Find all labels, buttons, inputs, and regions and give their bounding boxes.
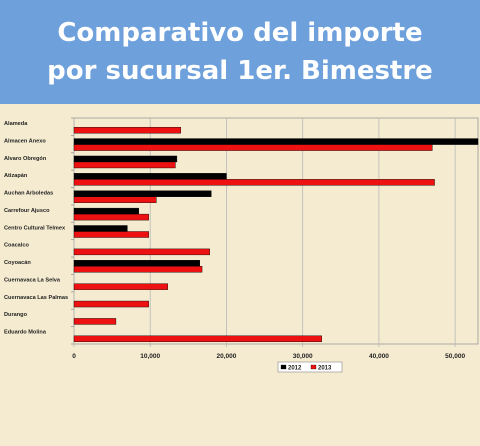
bar-2012-alvaro-obregon [73,155,178,163]
x-tick-label: 30,000 [293,353,313,360]
legend-label-2013: 2013 [318,366,332,372]
bar-2013-alameda [73,126,181,134]
bar-2012-atizapan [73,173,227,180]
category-label-coyoacan: Coyoacán [4,260,31,266]
chart-title-line-2: por sucursal 1er. Bimestre [47,56,433,86]
bar-chart: Alameda Almacen Anexo Alvaro Obregón Atizap… [4,117,479,373]
bar-2013-auchan-arboledas [73,196,157,203]
bar-2012-centro-cultural-telmex [73,225,128,232]
legend-label-2012: 2012 [288,366,302,372]
bar-2013-atizapan [73,179,435,186]
bar-2013-durango [73,318,117,325]
category-label-cuernavaca-las-palmas: Cuernavaca Las Palmas [4,295,68,301]
chart-area: Alameda Almacen Anexo Alvaro Obregón Atizap… [0,104,480,441]
bar-2013-almacen-anexo [73,144,433,151]
category-label-alameda: Alameda [4,121,28,127]
bar-2013-cuernavaca-las-palmas [73,300,149,308]
category-label-auchan-arboledas: Auchan Arboledas [4,191,53,197]
category-label-carrefour-ajusco: Carrefour Ajusco [4,208,50,214]
x-tick-label: 40,000 [369,353,389,360]
category-labels: Alameda Almacen Anexo Alvaro Obregón Atizap… [4,121,68,336]
category-label-durango: Durango [4,312,28,318]
bar-2013-eduardo-molina [73,335,322,343]
bar-2012-auchan-arboledas [73,190,212,197]
bar-2013-coacalco [73,248,210,256]
category-label-coacalco: Coacalco [4,243,29,249]
x-tick-label: 20,000 [217,353,237,360]
x-axis-ticks: 0 10,000 20,000 30,000 40,000 50,000 [72,353,465,360]
bar-2012-carrefour-ajusco [73,207,139,215]
x-tick-label: 50,000 [445,353,465,360]
x-tick-label: 0 [72,353,76,360]
category-label-eduardo-molina: Eduardo Molina [4,330,47,336]
bar-2013-carrefour-ajusco [73,213,149,221]
category-label-almacen-anexo: Almacen Anexo [4,138,46,144]
bar-2012-almacen-anexo [73,138,479,145]
x-tick-label: 10,000 [140,353,160,360]
legend-swatch-2012 [280,364,287,370]
legend-swatch-2013 [310,364,317,370]
legend: 2012 2013 [277,361,343,373]
category-label-atizapan: Atizapán [4,173,28,179]
bar-layer [73,126,479,343]
chart-title: Comparativo del importe por sucursal 1er… [0,14,480,90]
bar-2012-coyoacan [73,260,200,267]
plot-frame [73,117,479,345]
category-label-alvaro-obregon: Alvaro Obregón [4,156,47,162]
bar-2013-coyoacan [73,266,203,273]
title-banner [0,0,480,104]
bar-2013-centro-cultural-telmex [73,231,149,238]
category-label-cuernavaca-la-selva: Cuernavaca La Selva [4,277,61,283]
legend-box [277,361,343,373]
category-label-centro-cultural-telmex: Centro Cultural Telmex [4,225,66,231]
bar-2013-cuernavaca-la-selva [73,283,168,290]
bar-2013-alvaro-obregon [73,161,176,169]
chart-title-line-1: Comparativo del importe [57,18,423,48]
